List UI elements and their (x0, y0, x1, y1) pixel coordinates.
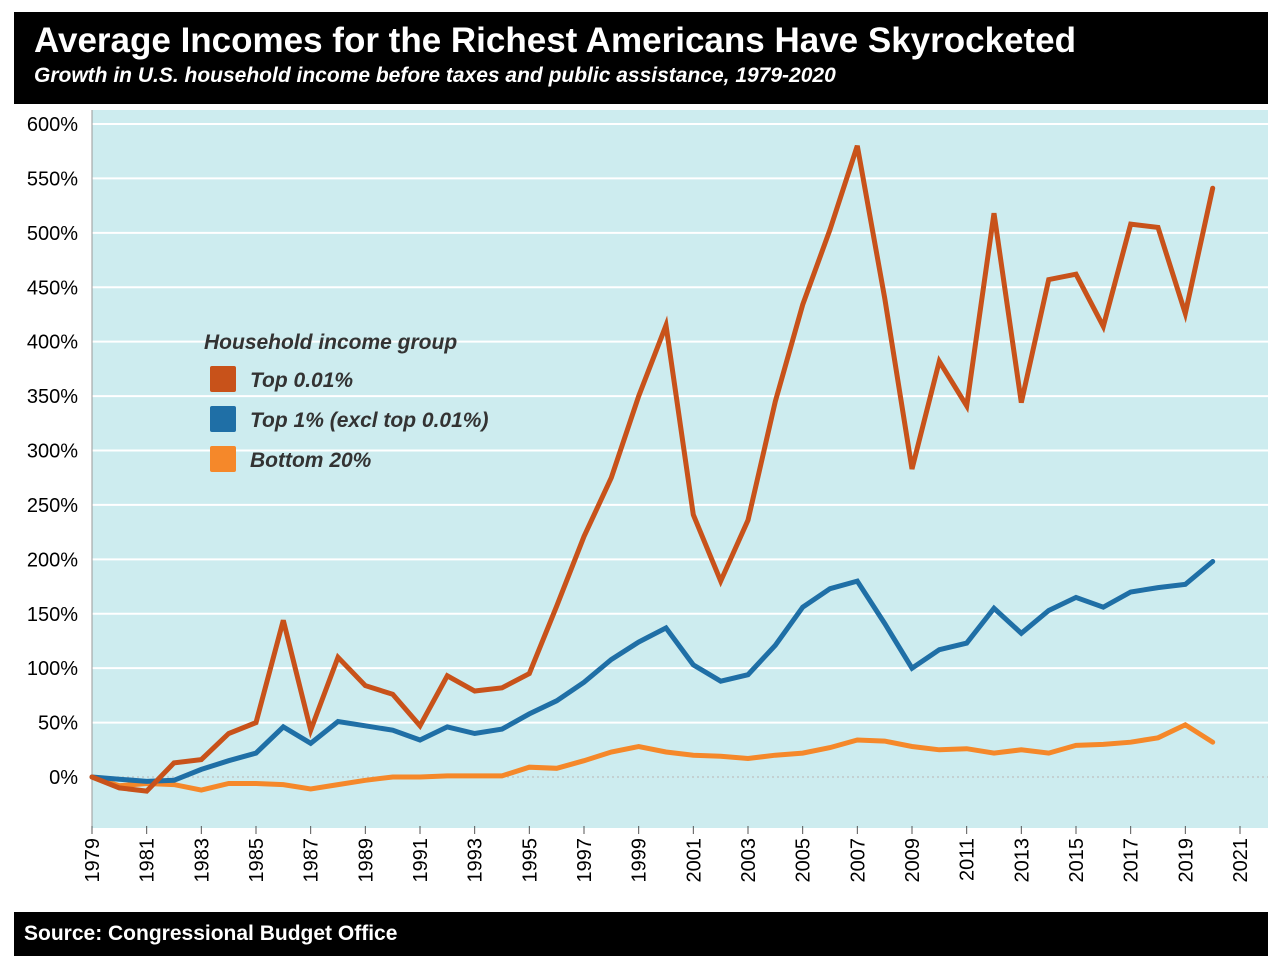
y-tick-label: 600% (27, 114, 78, 136)
legend-swatch (210, 446, 236, 472)
header-band: Average Incomes for the Richest American… (14, 12, 1268, 104)
x-tick-label: 1999 (629, 838, 651, 883)
y-tick-label: 250% (27, 495, 78, 517)
legend: Household income group Top 0.01% Top 1% (e… (204, 331, 488, 472)
legend-label: Top 0.01% (250, 369, 353, 392)
x-tick-label: 2019 (1175, 838, 1197, 883)
chart-title: Average Incomes for the Richest American… (34, 21, 1077, 60)
y-tick-label: 100% (27, 658, 78, 680)
x-axis-ticks: 1979 1981 1983 1985 1987 1989 1991 1993 1995 1997… (82, 826, 1252, 883)
x-tick-label: 1993 (465, 838, 487, 883)
y-tick-label: 400% (27, 332, 78, 354)
y-axis-ticks: 0% 50% 100% 150% 200% 250% 300% 350% 400% 450% 500… (27, 114, 78, 789)
x-tick-label: 1981 (137, 838, 159, 883)
series-lines (89, 145, 1216, 794)
x-tick-label: 1983 (191, 838, 213, 883)
x-tick-label: 1989 (355, 838, 377, 883)
legend-label: Bottom 20% (250, 449, 372, 472)
y-tick-label: 350% (27, 386, 78, 408)
line-chart: 0% 50% 100% 150% 200% 250% 300% 350% 400% 450% 500… (27, 110, 1268, 883)
plot-area (92, 110, 1268, 828)
x-tick-label: 1995 (519, 838, 541, 883)
y-tick-label: 550% (27, 168, 78, 190)
legend-swatch (210, 366, 236, 392)
y-tick-label: 450% (27, 277, 78, 299)
x-tick-label: 1987 (301, 838, 323, 883)
y-tick-label: 0% (49, 767, 78, 789)
gridlines (91, 110, 1268, 828)
source-note: Source: Congressional Budget Office (24, 922, 398, 945)
x-tick-label: 1997 (574, 838, 596, 883)
legend-swatch (210, 406, 236, 432)
y-tick-label: 200% (27, 549, 78, 571)
legend-label: Top 1% (excl top 0.01%) (250, 409, 488, 432)
x-tick-label: 2003 (738, 838, 760, 883)
y-tick-label: 500% (27, 223, 78, 245)
series-line-1 (89, 145, 1216, 794)
footer-band: Source: Congressional Budget Office (14, 912, 1268, 956)
y-tick-label: 150% (27, 604, 78, 626)
x-tick-label: 2021 (1230, 838, 1252, 883)
x-tick-label: 1991 (410, 838, 432, 883)
x-tick-label: 2013 (1011, 838, 1033, 883)
y-tick-label: 300% (27, 441, 78, 463)
legend-title: Household income group (204, 331, 457, 354)
x-tick-label: 2001 (683, 838, 705, 883)
y-tick-label: 50% (38, 713, 78, 735)
x-tick-label: 2015 (1066, 838, 1088, 883)
x-tick-label: 2009 (902, 838, 924, 883)
x-tick-label: 2007 (847, 838, 869, 883)
x-tick-label: 2011 (957, 838, 979, 881)
series-line-2 (89, 559, 1216, 784)
series-line-3 (89, 721, 1216, 793)
x-tick-label: 1979 (82, 838, 104, 883)
x-tick-label: 2005 (793, 838, 815, 883)
x-tick-label: 1985 (246, 838, 268, 883)
x-tick-label: 2017 (1121, 838, 1143, 883)
chart-subtitle: Growth in U.S. household income before t… (34, 64, 836, 87)
